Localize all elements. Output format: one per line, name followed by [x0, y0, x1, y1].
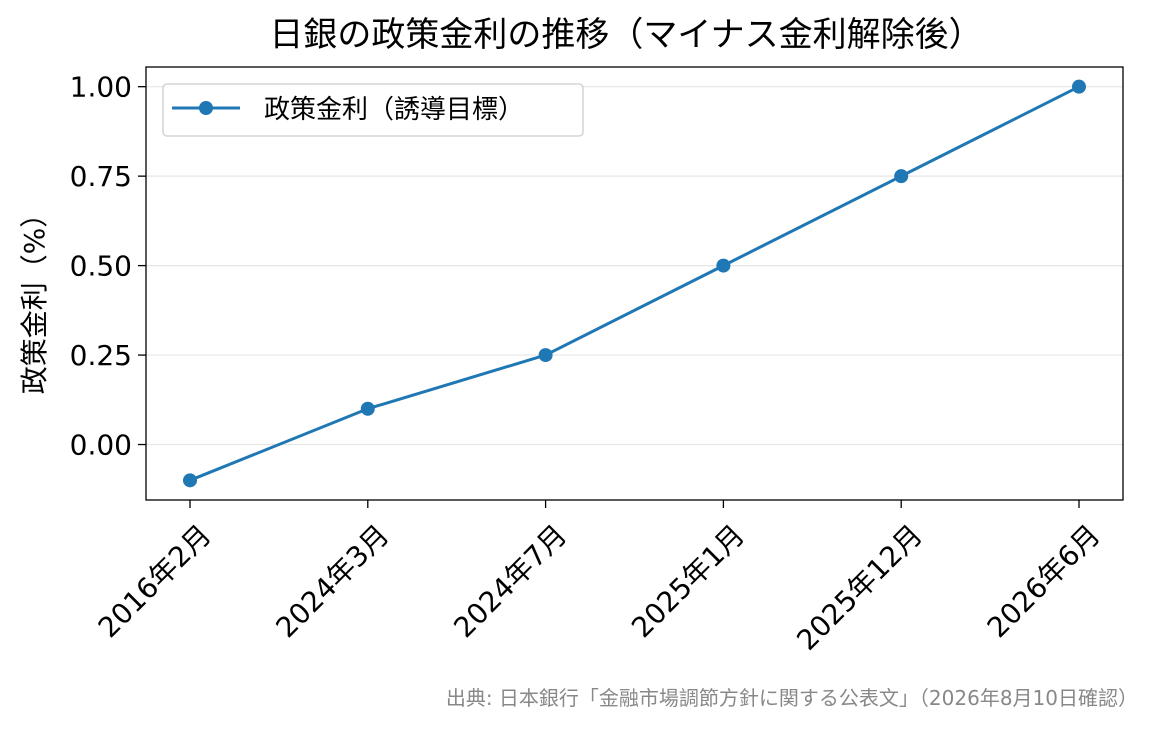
- legend-series-label: 政策金利（誘導目標）: [264, 95, 524, 125]
- legend: 政策金利（誘導目標）: [162, 83, 584, 137]
- legend-series-marker: [199, 101, 213, 115]
- grid-layer: [146, 86, 1123, 446]
- y-tick-label: 0.50: [70, 250, 132, 283]
- series-layer: [183, 79, 1086, 488]
- data-point: [1072, 79, 1086, 94]
- y-tick-label: 0.75: [70, 160, 132, 193]
- y-tick-label: 0.25: [70, 339, 132, 372]
- source-note: 出典: 日本銀行「金融市場調節方針に関する公表文」（2026年8月10日確認）: [446, 686, 1138, 710]
- y-axis-label: 政策金利（%）: [18, 200, 51, 395]
- data-point: [538, 348, 553, 363]
- data-point: [183, 473, 197, 488]
- data-point: [894, 169, 909, 184]
- data-point: [716, 258, 731, 273]
- legend-box: [162, 83, 584, 137]
- chart-title: 日銀の政策金利の推移（マイナス金利解除後）: [269, 15, 982, 55]
- series-line: [189, 85, 1080, 482]
- plot-area-frame: [145, 66, 1124, 501]
- y-tick-label: 0.00: [70, 429, 132, 462]
- y-tick-label: 1.00: [70, 71, 132, 104]
- data-point: [360, 401, 375, 416]
